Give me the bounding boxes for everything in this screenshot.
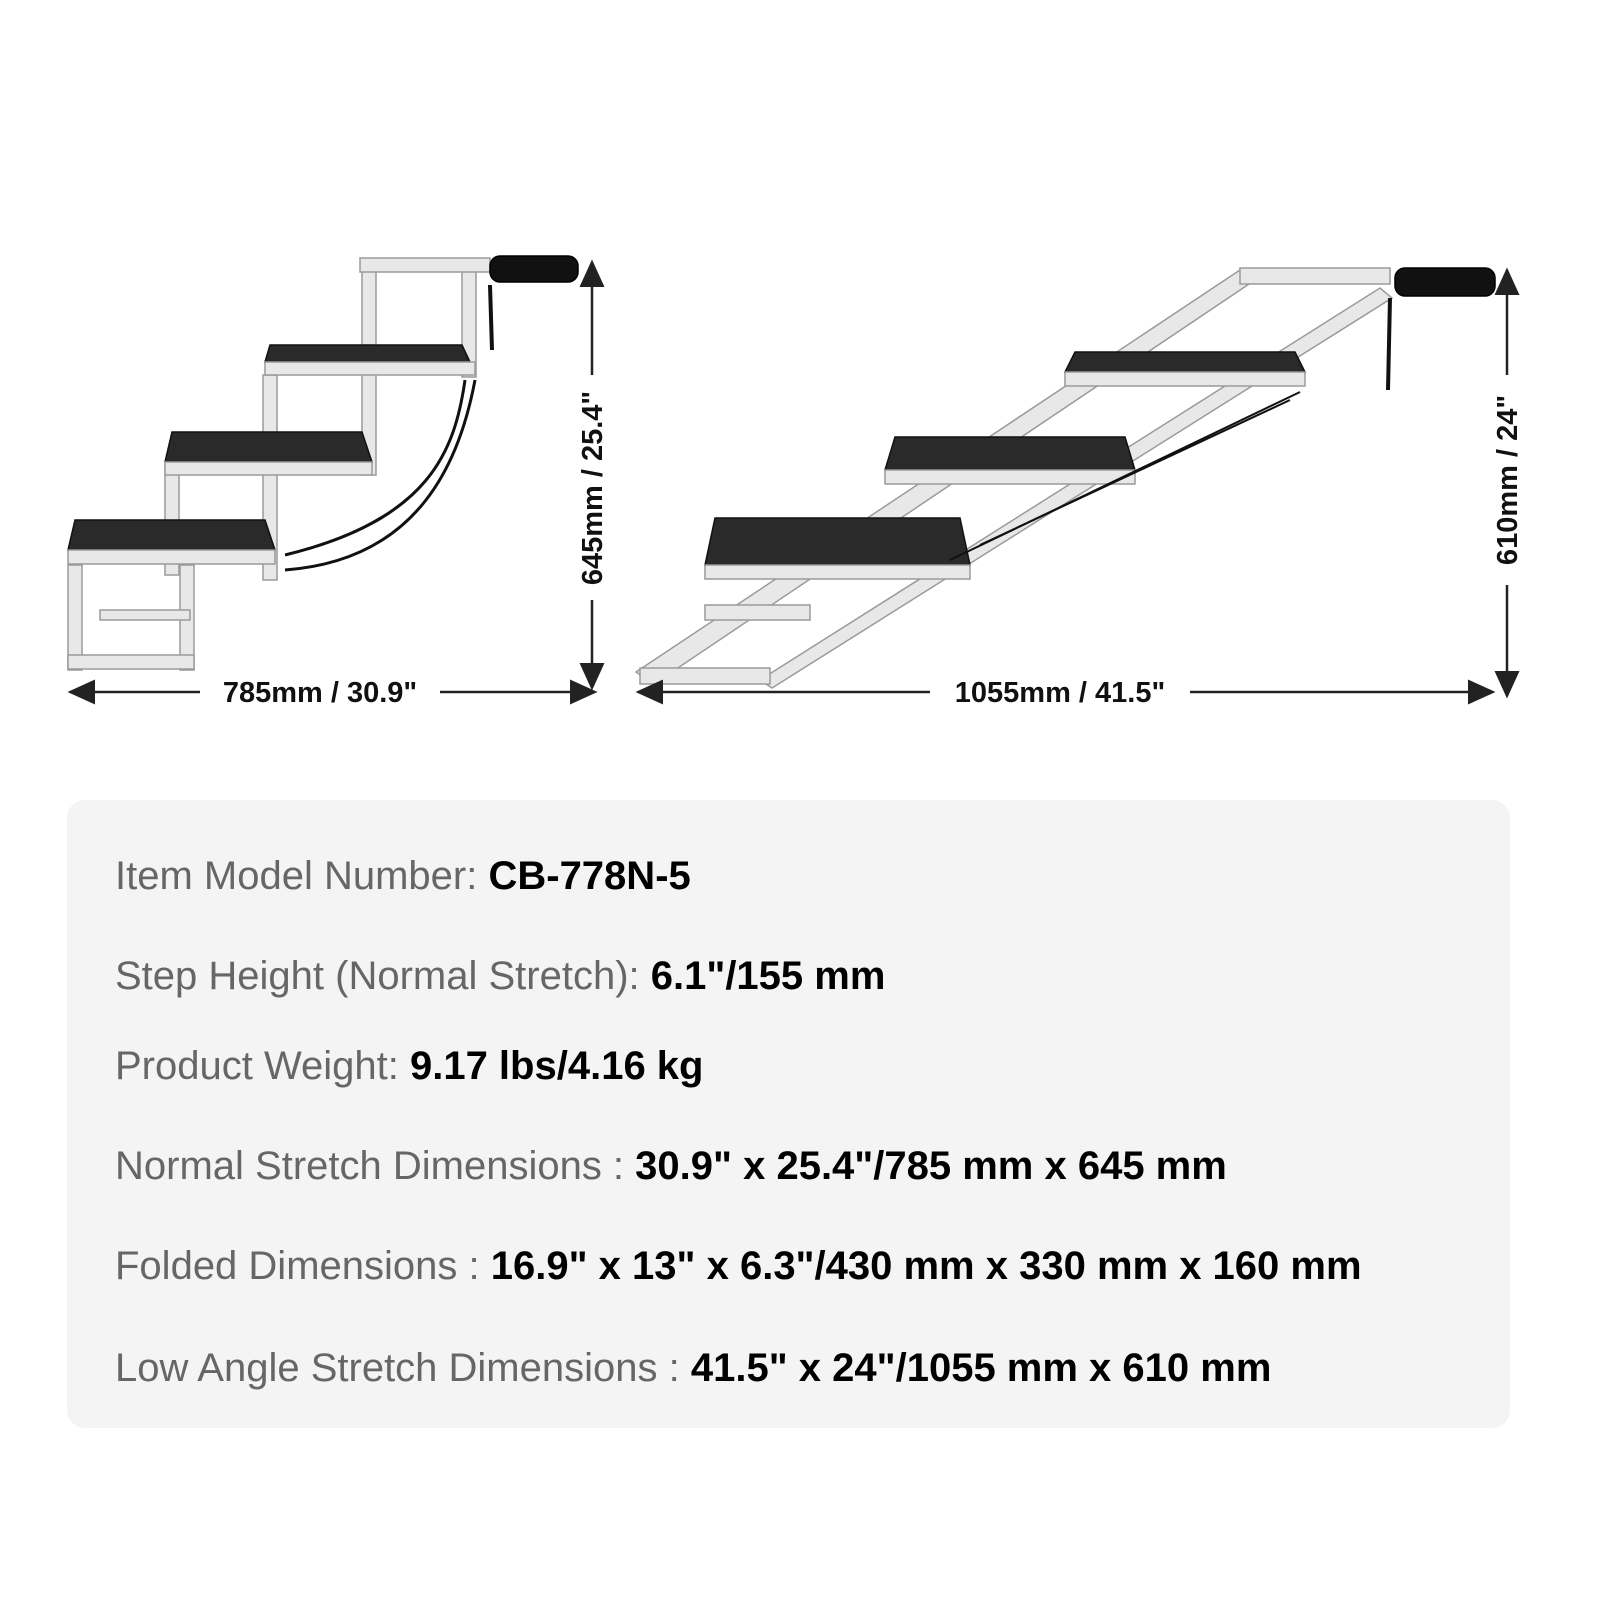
spec-value: 30.9" x 25.4"/785 mm x 645 mm [635, 1144, 1227, 1188]
spec-label: Normal Stretch Dimensions : [115, 1144, 636, 1188]
spec-value: 16.9" x 13" x 6.3"/430 mm x 330 mm x 160… [490, 1244, 1362, 1288]
low-angle-stretch-stair-image [634, 267, 1496, 689]
spec-label: Folded Dimensions : [115, 1244, 491, 1288]
normal-stretch-stair-image [67, 255, 579, 671]
normal-height-label: 645mm / 25.4" [577, 391, 609, 585]
low-angle-width-label: 1055mm / 41.5" [955, 677, 1165, 709]
product-dimension-diagram: 785mm / 30.9" 645mm / 25.4" 1055mm / 41.… [67, 255, 1524, 709]
spec-product-weight: Product Weight: 9.17 lbs/4.16 kg [115, 1046, 703, 1086]
spec-label: Product Weight: [115, 1044, 410, 1088]
dimension-lines [67, 259, 1520, 705]
spec-value: 41.5" x 24"/1055 mm x 610 mm [690, 1346, 1272, 1390]
spec-low-angle-dimensions: Low Angle Stretch Dimensions : 41.5" x 2… [115, 1348, 1271, 1388]
spec-step-height: Step Height (Normal Stretch): 6.1"/155 m… [115, 956, 885, 996]
spec-value: CB-778N-5 [488, 854, 691, 898]
spec-label: Step Height (Normal Stretch): [115, 954, 651, 998]
spec-label: Low Angle Stretch Dimensions : [115, 1346, 691, 1390]
low-angle-height-label: 610mm / 24" [1492, 395, 1524, 565]
spec-value: 6.1"/155 mm [650, 954, 886, 998]
spec-normal-dimensions: Normal Stretch Dimensions : 30.9" x 25.4… [115, 1146, 1227, 1186]
spec-value: 9.17 lbs/4.16 kg [409, 1044, 704, 1088]
spec-label: Item Model Number: [115, 854, 489, 898]
spec-model-number: Item Model Number: CB-778N-5 [115, 856, 691, 896]
specifications-card: Item Model Number: CB-778N-5 Step Height… [67, 800, 1510, 1428]
spec-folded-dimensions: Folded Dimensions : 16.9" x 13" x 6.3"/4… [115, 1246, 1362, 1286]
normal-width-label: 785mm / 30.9" [223, 677, 417, 709]
